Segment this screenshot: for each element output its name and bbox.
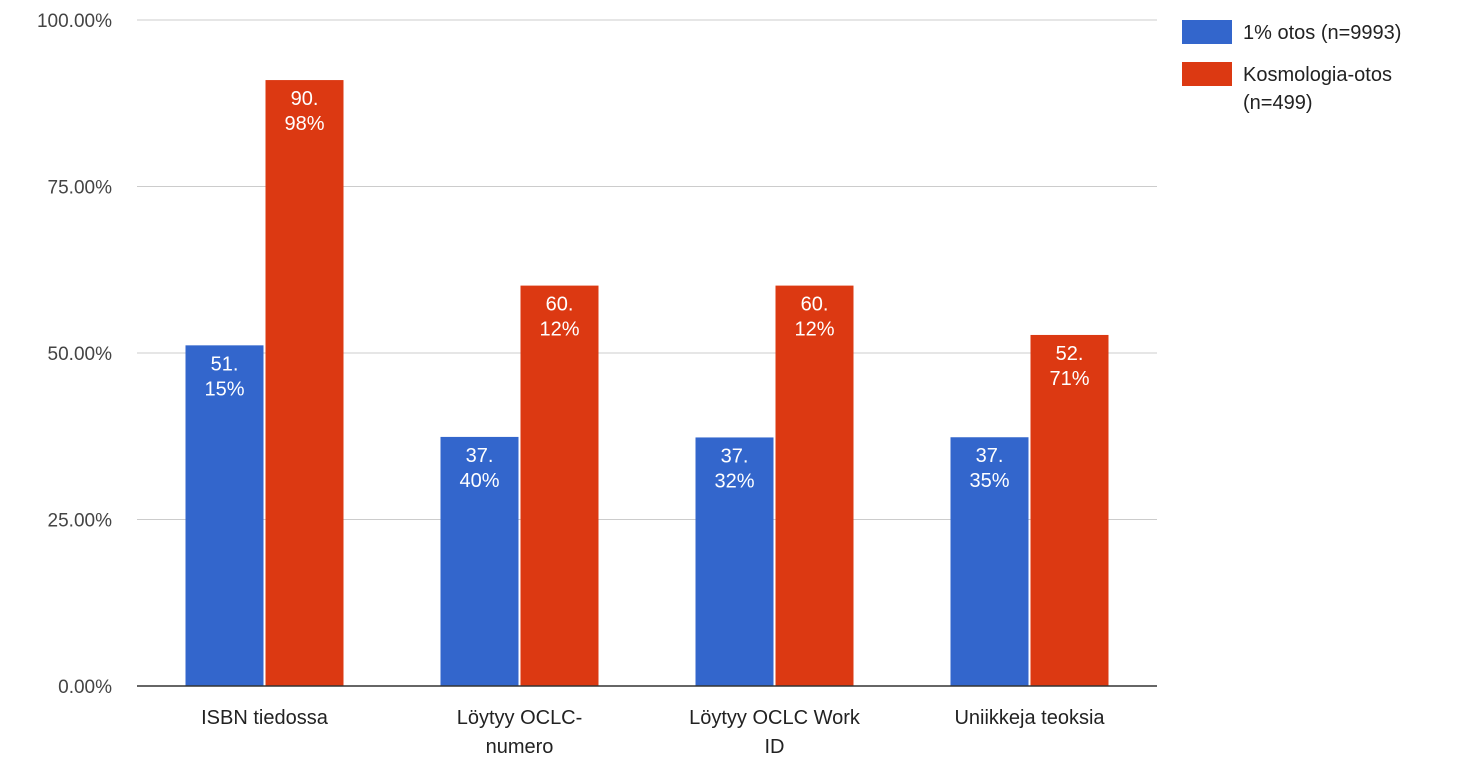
data-labels: 51. 15% 90. 98% 37. 40% 60. 12% 37. 32% 60. 12% 37. 3… <box>204 88 1089 492</box>
data-label: 60. <box>546 294 574 316</box>
x-tick-label: Löytyy OCLC- <box>457 707 583 729</box>
data-label: 90. <box>291 88 319 110</box>
bar <box>185 345 264 686</box>
bar <box>695 437 774 686</box>
y-tick-label: 25.00% <box>48 511 113 532</box>
bar <box>775 285 854 686</box>
data-label: 98% <box>284 113 324 135</box>
legend-swatch <box>1182 62 1232 86</box>
y-tick-label: 50.00% <box>48 344 113 365</box>
bars <box>185 80 1109 687</box>
bar <box>440 436 519 686</box>
bar <box>520 285 599 686</box>
x-tick-label: ISBN tiedossa <box>201 707 329 729</box>
axes: 0.00% 25.00% 50.00% 75.00% 100.00% ISBN tiedo… <box>37 11 1157 758</box>
y-tick-label: 75.00% <box>48 178 113 199</box>
legend-label: 1% otos (n=9993) <box>1243 22 1401 44</box>
y-tick-label: 100.00% <box>37 11 112 32</box>
data-label: 71% <box>1049 368 1089 390</box>
x-tick-label: Uniikkeja teoksia <box>954 707 1105 729</box>
data-label: 12% <box>794 319 834 341</box>
data-label: 40% <box>459 470 499 492</box>
data-label: 32% <box>714 470 754 492</box>
data-label: 52. <box>1056 343 1084 365</box>
data-label: 60. <box>801 294 829 316</box>
x-tick-label: ID <box>765 736 785 758</box>
data-label: 37. <box>976 445 1004 467</box>
data-label: 37. <box>721 445 749 467</box>
bar <box>950 437 1029 686</box>
data-label: 37. <box>466 445 494 467</box>
data-label: 35% <box>969 470 1009 492</box>
data-label: 12% <box>539 319 579 341</box>
data-label: 51. <box>211 353 239 375</box>
legend-swatch <box>1182 20 1232 44</box>
legend-label: (n=499) <box>1243 92 1313 114</box>
bar <box>1030 334 1109 686</box>
legend-label: Kosmologia-otos <box>1243 64 1392 86</box>
x-tick-label: numero <box>486 736 554 758</box>
y-tick-label: 0.00% <box>58 677 112 698</box>
x-tick-label: Löytyy OCLC Work <box>689 707 861 729</box>
data-label: 15% <box>204 378 244 400</box>
legend: 1% otos (n=9993) Kosmologia-otos (n=499) <box>1182 20 1401 114</box>
bar <box>265 80 344 687</box>
